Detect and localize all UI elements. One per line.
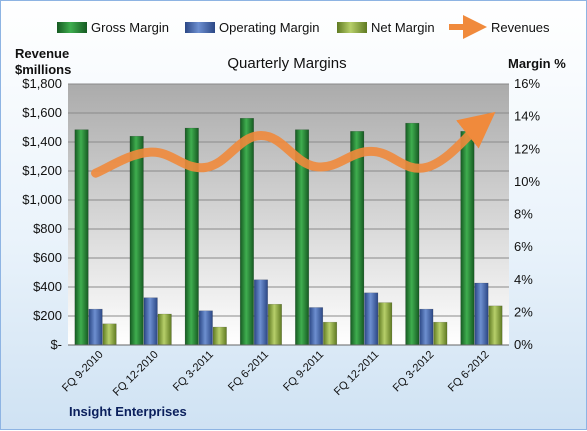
bar-operating-margin bbox=[89, 309, 103, 345]
y-right-tick-label: 4% bbox=[514, 272, 533, 287]
chart-title: Quarterly Margins bbox=[227, 55, 346, 72]
legend-swatch-net-margin bbox=[337, 22, 367, 33]
bar-gross-margin bbox=[350, 131, 364, 345]
bar-net-margin bbox=[158, 314, 172, 345]
y-left-tick-label: $- bbox=[50, 337, 62, 352]
y-right-tick-label: 8% bbox=[514, 207, 533, 222]
y-left-tick-label: $800 bbox=[33, 221, 62, 236]
y-left-tick-label: $1,400 bbox=[22, 134, 62, 149]
legend-label-net-margin: Net Margin bbox=[371, 20, 435, 35]
bar-gross-margin bbox=[130, 136, 144, 345]
bar-operating-margin bbox=[144, 298, 158, 345]
legend-label-gross-margin: Gross Margin bbox=[91, 20, 169, 35]
bar-operating-margin bbox=[475, 283, 489, 345]
bar-operating-margin bbox=[420, 309, 434, 345]
bar-net-margin bbox=[268, 304, 282, 345]
legend-item-net-margin: Net Margin bbox=[337, 20, 435, 35]
y-right-tick-label: 10% bbox=[514, 174, 540, 189]
y-left-tick-label: $400 bbox=[33, 279, 62, 294]
bar-gross-margin bbox=[75, 130, 89, 345]
bar-operating-margin bbox=[254, 280, 268, 345]
y-left-title-line2: $millions bbox=[15, 62, 71, 77]
y-right-title: Margin % bbox=[508, 56, 566, 71]
bar-operating-margin bbox=[309, 307, 323, 345]
x-tick-label: FQ 6-2011 bbox=[226, 349, 271, 394]
bar-net-margin bbox=[489, 306, 503, 345]
x-tick-label: FQ 12-2011 bbox=[332, 349, 381, 398]
legend-item-revenues: Revenues bbox=[449, 20, 550, 35]
x-tick-label: FQ 3-2012 bbox=[391, 349, 437, 395]
legend: Gross Margin Operating Margin Net Margin… bbox=[57, 20, 550, 35]
y-left-axis: $- $200 $400 $600 $800 $1,000 $1,200 $1,400 $1,6… bbox=[22, 76, 62, 352]
bar-operating-margin bbox=[364, 293, 378, 345]
x-tick-label: FQ 9-2011 bbox=[281, 349, 326, 394]
y-right-tick-label: 12% bbox=[514, 141, 540, 156]
y-right-tick-label: 14% bbox=[514, 109, 540, 124]
y-right-tick-label: 2% bbox=[514, 304, 533, 319]
bar-gross-margin bbox=[461, 131, 475, 345]
bar-operating-margin bbox=[199, 311, 213, 345]
x-tick-label: FQ 6-2012 bbox=[446, 349, 492, 395]
y-left-title-line1: Revenue bbox=[15, 46, 69, 61]
x-tick-label: FQ 9-2010 bbox=[60, 349, 106, 395]
y-left-tick-label: $1,600 bbox=[22, 105, 62, 120]
bar-net-margin bbox=[378, 303, 392, 345]
y-left-tick-label: $600 bbox=[33, 250, 62, 265]
legend-swatch-gross-margin bbox=[57, 22, 87, 33]
y-right-axis: 0% 2% 4% 6% 8% 10% 12% 14% 16% bbox=[514, 76, 540, 352]
y-left-tick-label: $1,000 bbox=[22, 192, 62, 207]
y-right-tick-label: 6% bbox=[514, 239, 533, 254]
legend-swatch-operating-margin bbox=[185, 22, 215, 33]
bar-gross-margin bbox=[240, 118, 254, 345]
legend-item-gross-margin: Gross Margin bbox=[57, 20, 169, 35]
bar-net-margin bbox=[103, 324, 117, 345]
footer-company: Insight Enterprises bbox=[69, 404, 187, 419]
x-tick-label: FQ 3-2011 bbox=[171, 349, 216, 394]
legend-item-operating-margin: Operating Margin bbox=[185, 20, 319, 35]
y-right-tick-label: 0% bbox=[514, 337, 533, 352]
bar-net-margin bbox=[323, 322, 337, 345]
y-left-tick-label: $1,800 bbox=[22, 76, 62, 91]
y-right-tick-label: 16% bbox=[514, 76, 540, 91]
x-tick-label: FQ 12-2010 bbox=[111, 349, 161, 399]
bar-net-margin bbox=[434, 322, 448, 345]
y-left-tick-label: $1,200 bbox=[22, 163, 62, 178]
bar-net-margin bbox=[213, 327, 227, 345]
bar-gross-margin bbox=[406, 123, 420, 345]
y-left-tick-label: $200 bbox=[33, 308, 62, 323]
legend-label-operating-margin: Operating Margin bbox=[219, 20, 319, 35]
legend-label-revenues: Revenues bbox=[491, 20, 550, 35]
